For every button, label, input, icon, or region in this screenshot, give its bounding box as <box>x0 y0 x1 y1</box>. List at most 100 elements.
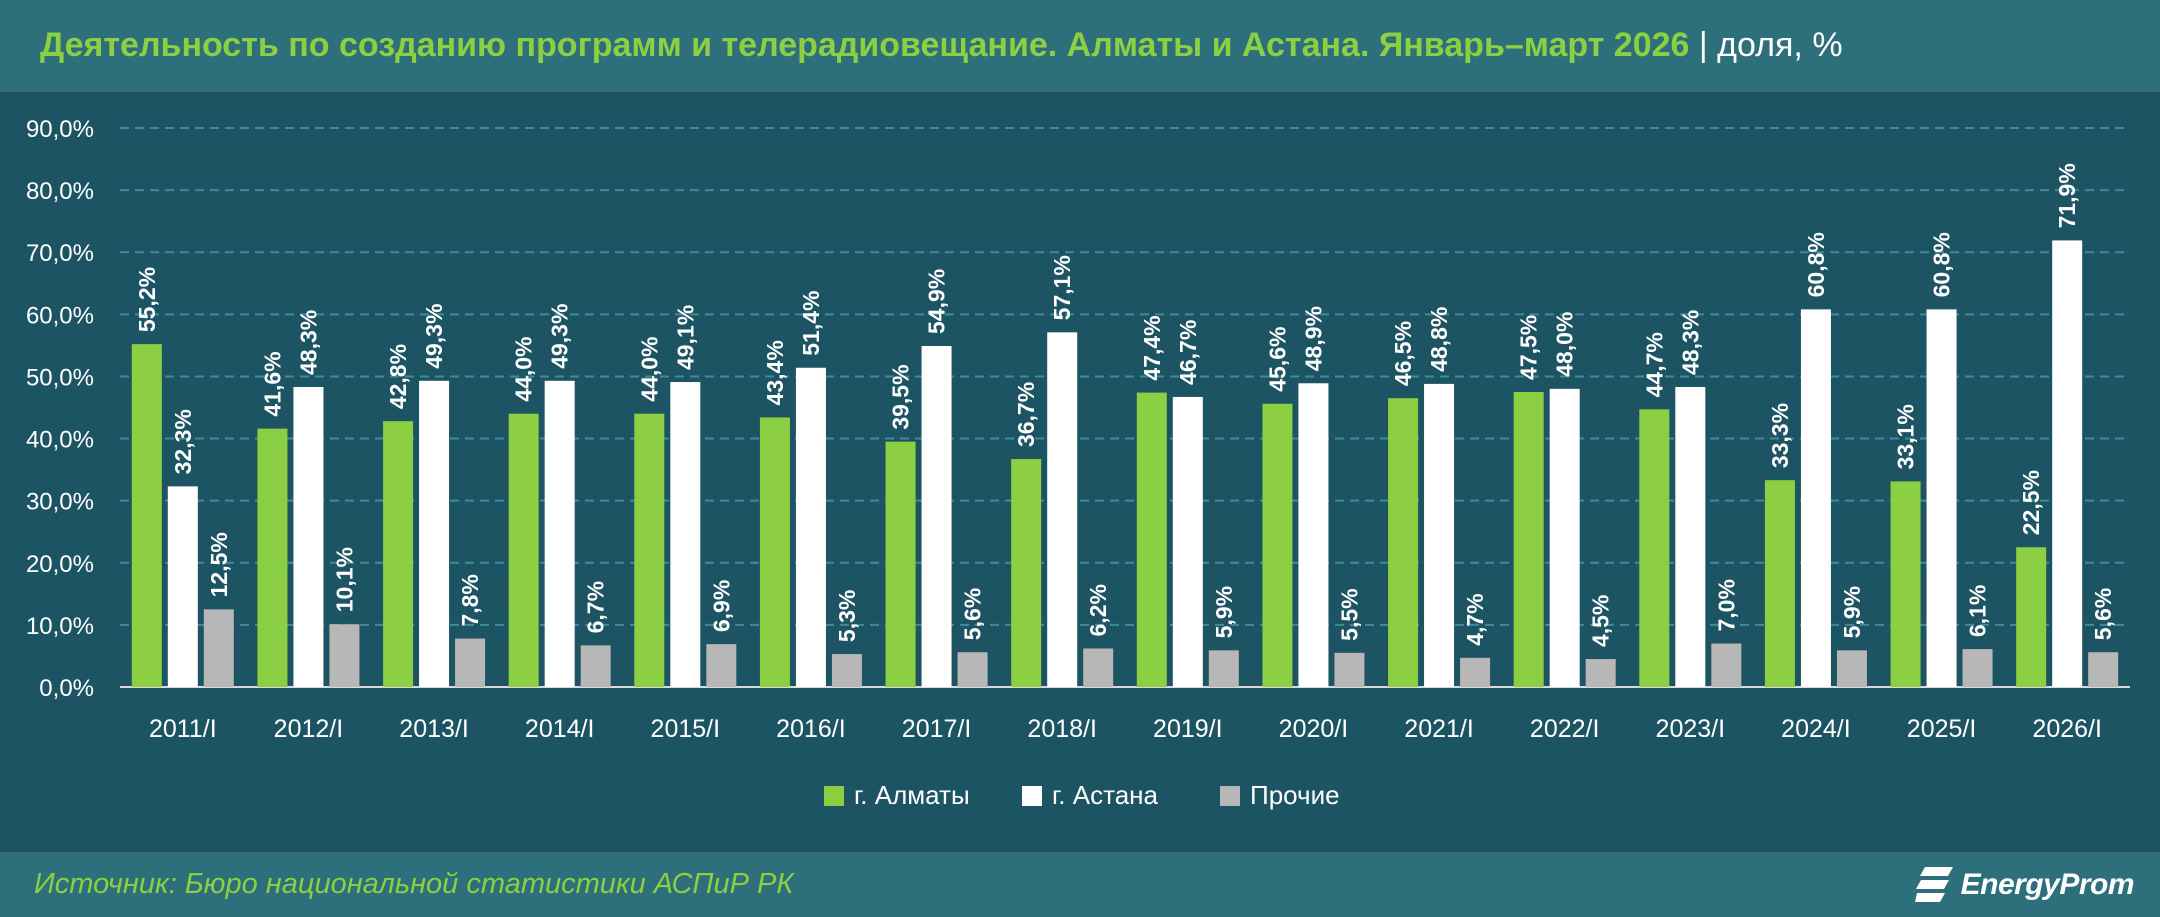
bar-almaty <box>1513 391 1544 687</box>
data-label-other: 6,1% <box>1965 585 1991 637</box>
bar-other <box>2088 652 2119 687</box>
y-tick-label: 80,0% <box>26 178 94 205</box>
data-label-astana: 32,3% <box>170 409 196 474</box>
x-tick-label: 2016/I <box>776 715 846 743</box>
brand-logo: EnergyProm <box>1914 862 2135 908</box>
bar-other <box>831 654 862 687</box>
bar-almaty <box>885 441 916 687</box>
title-separator: | <box>1698 26 1708 64</box>
y-tick-label: 50,0% <box>26 364 94 391</box>
x-tick-label: 2011/I <box>149 715 217 743</box>
bar-astana <box>1800 309 1831 687</box>
y-tick-label: 20,0% <box>26 551 94 578</box>
x-tick-label: 2019/I <box>1153 715 1223 743</box>
bar-almaty <box>759 417 790 687</box>
data-label-other: 5,6% <box>960 588 986 640</box>
data-label-almaty: 39,5% <box>888 364 914 429</box>
data-label-other: 7,0% <box>1713 579 1739 631</box>
bar-almaty <box>1764 480 1795 687</box>
bar-other <box>1711 643 1742 687</box>
title-unit: доля, % <box>1717 26 1843 64</box>
data-label-almaty: 46,5% <box>1390 321 1416 386</box>
y-tick-label: 0,0% <box>39 675 94 702</box>
data-label-astana: 57,1% <box>1049 255 1075 320</box>
data-label-almaty: 33,1% <box>1893 404 1919 469</box>
data-label-almaty: 44,0% <box>636 336 662 401</box>
data-label-other: 4,7% <box>1462 593 1488 645</box>
legend-label-other: Прочие <box>1250 780 1340 810</box>
x-tick-label: 2020/I <box>1279 715 1349 743</box>
bar-other <box>706 644 737 687</box>
data-label-astana: 54,9% <box>924 269 950 334</box>
data-label-other: 6,9% <box>708 580 734 632</box>
bar-astana <box>1298 383 1329 687</box>
bar-other <box>203 609 234 687</box>
bar-other <box>1836 650 1867 687</box>
bar-astana <box>921 346 952 687</box>
bar-almaty <box>257 428 288 687</box>
data-label-astana: 48,9% <box>1300 306 1326 371</box>
bar-astana <box>1172 396 1203 687</box>
data-label-astana: 49,3% <box>421 304 447 369</box>
y-tick-label: 40,0% <box>26 427 94 454</box>
x-tick-label: 2021/I <box>1404 715 1474 743</box>
bar-astana <box>167 486 198 687</box>
source-note: Источник: Бюро национальной статистики А… <box>34 868 794 900</box>
data-label-other: 5,5% <box>1336 588 1362 640</box>
bar-almaty <box>634 413 665 687</box>
bar-almaty <box>1011 459 1042 687</box>
bar-almaty <box>1136 392 1167 687</box>
title-bar: Деятельность по созданию программ и теле… <box>0 0 2160 92</box>
data-label-other: 5,3% <box>834 590 860 642</box>
bar-other <box>1962 649 1993 687</box>
x-tick-label: 2017/I <box>902 715 972 743</box>
data-label-almaty: 45,6% <box>1264 327 1290 392</box>
legend-swatch-astana <box>1022 786 1042 806</box>
x-tick-label: 2018/I <box>1027 715 1097 743</box>
data-label-astana: 71,9% <box>2054 163 2080 228</box>
x-tick-label: 2013/I <box>399 715 469 743</box>
legend-swatch-other <box>1220 786 1240 806</box>
bar-astana <box>419 380 450 687</box>
x-tick-label: 2025/I <box>1907 715 1977 743</box>
y-tick-label: 10,0% <box>26 613 94 640</box>
bar-almaty <box>508 413 539 687</box>
bar-astana <box>1675 387 1706 687</box>
data-label-astana: 51,4% <box>798 291 824 356</box>
data-label-almaty: 47,4% <box>1139 315 1165 380</box>
bar-astana <box>2052 240 2083 687</box>
bar-almaty <box>1890 481 1921 687</box>
data-label-almaty: 22,5% <box>2018 470 2044 535</box>
bar-other <box>1208 650 1239 687</box>
data-label-almaty: 43,4% <box>762 340 788 405</box>
bar-almaty <box>1262 403 1293 687</box>
data-label-astana: 60,8% <box>1803 232 1829 297</box>
data-label-almaty: 42,8% <box>385 344 411 409</box>
bar-almaty <box>2016 547 2047 687</box>
data-label-astana: 49,3% <box>547 304 573 369</box>
data-label-other: 10,1% <box>331 547 357 612</box>
x-tick-label: 2022/I <box>1530 715 1600 743</box>
bar-other <box>1460 657 1491 687</box>
x-tick-label: 2015/I <box>651 715 721 743</box>
data-label-almaty: 36,7% <box>1013 382 1039 447</box>
data-label-almaty: 55,2% <box>134 267 160 332</box>
bar-astana <box>293 387 324 687</box>
legend-label-almaty: г. Алматы <box>854 780 970 810</box>
bar-other <box>1083 648 1114 687</box>
bar-other <box>1334 652 1365 687</box>
bar-other <box>329 624 360 687</box>
data-label-other: 4,5% <box>1588 595 1614 647</box>
data-label-other: 6,2% <box>1085 584 1111 636</box>
data-label-almaty: 47,5% <box>1516 315 1542 380</box>
data-label-other: 5,6% <box>2090 588 2116 640</box>
bar-astana <box>1424 383 1455 687</box>
data-label-almaty: 44,0% <box>511 336 537 401</box>
bar-other <box>455 638 486 687</box>
data-label-astana: 46,7% <box>1175 320 1201 385</box>
y-tick-label: 60,0% <box>26 302 94 329</box>
bar-astana <box>670 382 701 687</box>
data-label-astana: 48,3% <box>1677 310 1703 375</box>
brand-name: EnergyProm <box>1960 868 2135 901</box>
bar-other <box>1585 659 1616 687</box>
